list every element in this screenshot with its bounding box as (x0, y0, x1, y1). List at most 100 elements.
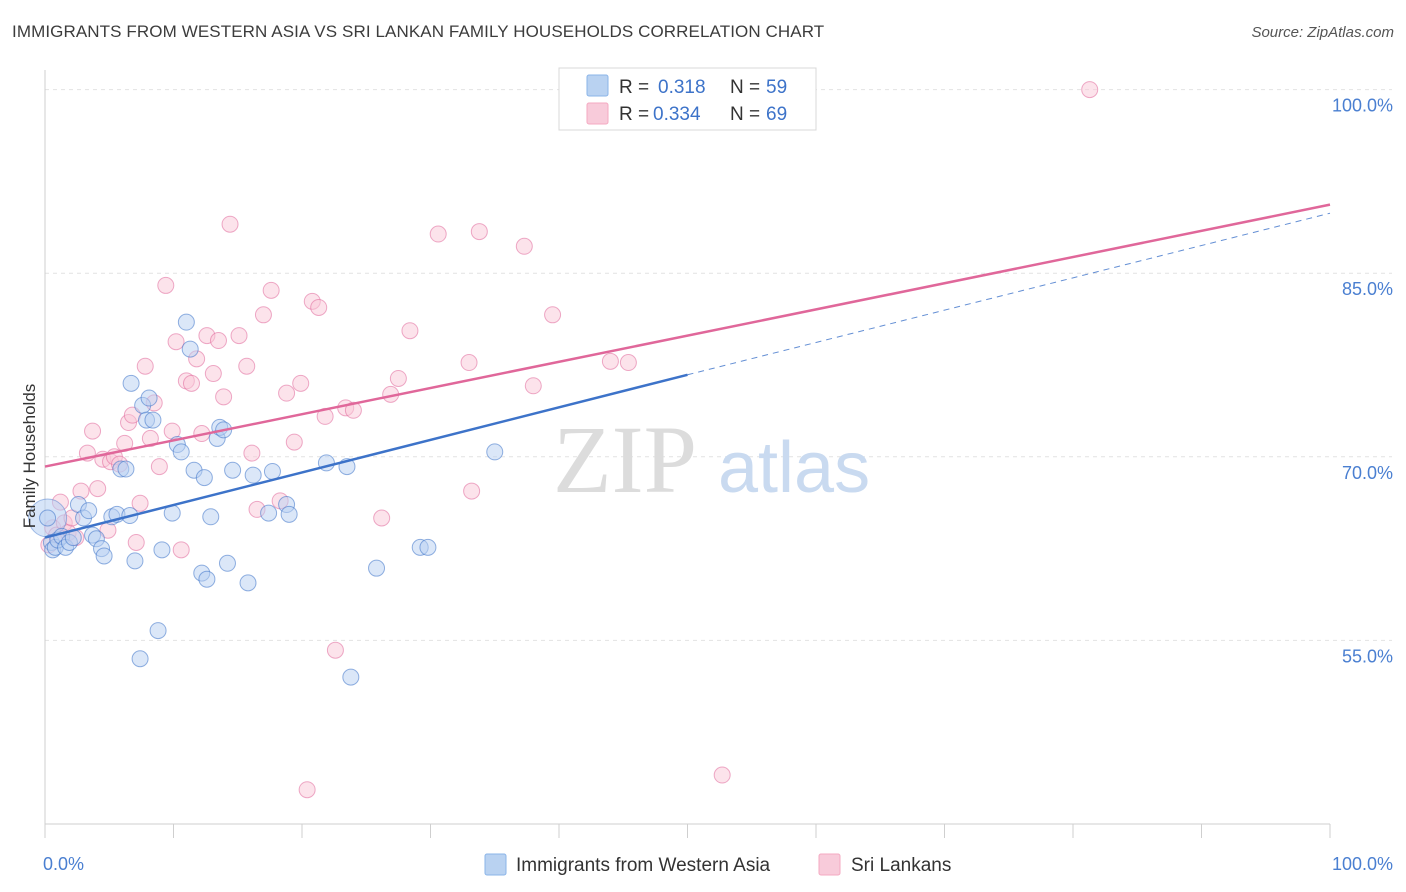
legend-n-value-2: 69 (766, 104, 787, 125)
sri-lankans-point (389, 369, 407, 387)
western-asia-point (131, 650, 149, 668)
western-asia-point (172, 443, 190, 461)
sri-lankans-point (285, 433, 303, 451)
bottom-legend-swatch-western-asia (484, 853, 507, 876)
sri-lankans-point (221, 215, 239, 233)
sri-lankans-point (713, 766, 731, 784)
sri-lankans-point (172, 541, 190, 559)
tick-labels: 55.0% 70.0% 85.0% 100.0% 0.0% 100.0% (43, 96, 1393, 874)
sri-lankans-point (127, 533, 145, 551)
sri-lankans-point (544, 306, 562, 324)
stats-legend: R = 0.318 N = 59 R = 0.334 N = 69 (558, 67, 817, 131)
legend-swatch-western-asia (586, 74, 609, 97)
legend-r-label-2: R = (619, 104, 649, 125)
source-label: Source: ZipAtlas.com (1251, 24, 1394, 41)
series-legend: Immigrants from Western Asia Sri Lankans (484, 853, 951, 876)
western-asia-point (140, 389, 158, 407)
grid-lines (45, 89, 1392, 641)
legend-n-value-1: 59 (766, 77, 787, 98)
sri-lankans-point (204, 365, 222, 383)
sri-lankans-point (401, 322, 419, 340)
bottom-legend-label-sri-lankans: Sri Lankans (851, 855, 951, 876)
western-asia-point (218, 554, 236, 572)
sri-lankans-point (326, 641, 344, 659)
bottom-legend-label-western-asia: Immigrants from Western Asia (516, 855, 771, 876)
sri-lankans-point (230, 327, 248, 345)
western-asia-point (419, 538, 437, 556)
y-tick-label: 85.0% (1342, 279, 1393, 299)
sri-lankans-point (167, 333, 185, 351)
sri-lankans-point (344, 401, 362, 419)
western-asia-point (224, 461, 242, 479)
trend-line-western-asia-extension (687, 212, 1331, 376)
sri-lankans-point (429, 225, 447, 243)
x-tick-label: 0.0% (43, 854, 84, 874)
sri-lankans-point (238, 357, 256, 375)
chart-title: IMMIGRANTS FROM WESTERN ASIA VS SRI LANK… (12, 22, 825, 41)
sri-lankans-point (515, 237, 533, 255)
western-asia-point (80, 502, 98, 520)
sri-lankans-point (460, 354, 478, 372)
western-asia-point (198, 570, 216, 588)
western-asia-point (95, 547, 113, 565)
sri-lankans-point (463, 482, 481, 500)
western-asia-point (342, 668, 360, 686)
western-asia-point (239, 574, 257, 592)
western-asia-point (117, 460, 135, 478)
western-asia-point (280, 505, 298, 523)
sri-lankans-point (298, 781, 316, 799)
sri-lankans-point (310, 298, 328, 316)
western-asia-point (202, 508, 220, 526)
x-tick-label: 100.0% (1332, 854, 1393, 874)
western-asia-point (177, 313, 195, 331)
sri-lankans-point (601, 352, 619, 370)
sri-lankans-point (470, 223, 488, 241)
sri-lankans-point (84, 422, 102, 440)
axes (44, 70, 1331, 838)
legend-n-label-2: N = (730, 104, 760, 125)
trend-lines (44, 203, 1331, 539)
western-asia-point (144, 411, 162, 429)
sri-lankans-point (524, 377, 542, 395)
sri-lankans-point (209, 332, 227, 350)
western-asia-point (195, 469, 213, 487)
legend-r-value-2: 0.334 (653, 104, 701, 125)
western-asia-point (263, 462, 281, 480)
sri-lankans-point (262, 281, 280, 299)
western-asia-point (486, 443, 504, 461)
legend-swatch-sri-lankans (586, 102, 609, 125)
y-tick-label: 55.0% (1342, 646, 1393, 666)
sri-lankans-point (157, 276, 175, 294)
series-western-asia-points (28, 81, 599, 686)
western-asia-point (244, 466, 262, 484)
trend-line-sri-lankans (44, 203, 1331, 468)
y-tick-label: 100.0% (1332, 96, 1393, 116)
bottom-legend-swatch-sri-lankans (818, 853, 841, 876)
western-asia-point (260, 504, 278, 522)
watermark-zip-text: ZIP (553, 406, 697, 513)
sri-lankans-point (278, 384, 296, 402)
y-tick-label: 70.0% (1342, 463, 1393, 483)
watermark: ZIP atlas (553, 406, 870, 513)
sri-lankans-point (150, 458, 168, 476)
western-asia-point (122, 374, 140, 392)
sri-lankans-point (215, 388, 233, 406)
legend-r-value-1: 0.318 (658, 77, 706, 98)
sri-lankans-point (136, 357, 154, 375)
western-asia-point (126, 552, 144, 570)
watermark-atlas-text: atlas (718, 428, 870, 508)
trend-line-western-asia (44, 373, 688, 539)
western-asia-point (153, 541, 171, 559)
sri-lankans-point (619, 354, 637, 372)
western-asia-point (39, 509, 57, 527)
legend-r-label-1: R = (619, 77, 649, 98)
legend-n-label-1: N = (730, 77, 760, 98)
sri-lankans-point (1081, 81, 1099, 99)
sri-lankans-point (141, 429, 159, 447)
western-asia-point (149, 622, 167, 640)
western-asia-point (181, 340, 199, 358)
sri-lankans-point (182, 374, 200, 392)
sri-lankans-point (373, 509, 391, 527)
sri-lankans-point (89, 480, 107, 498)
